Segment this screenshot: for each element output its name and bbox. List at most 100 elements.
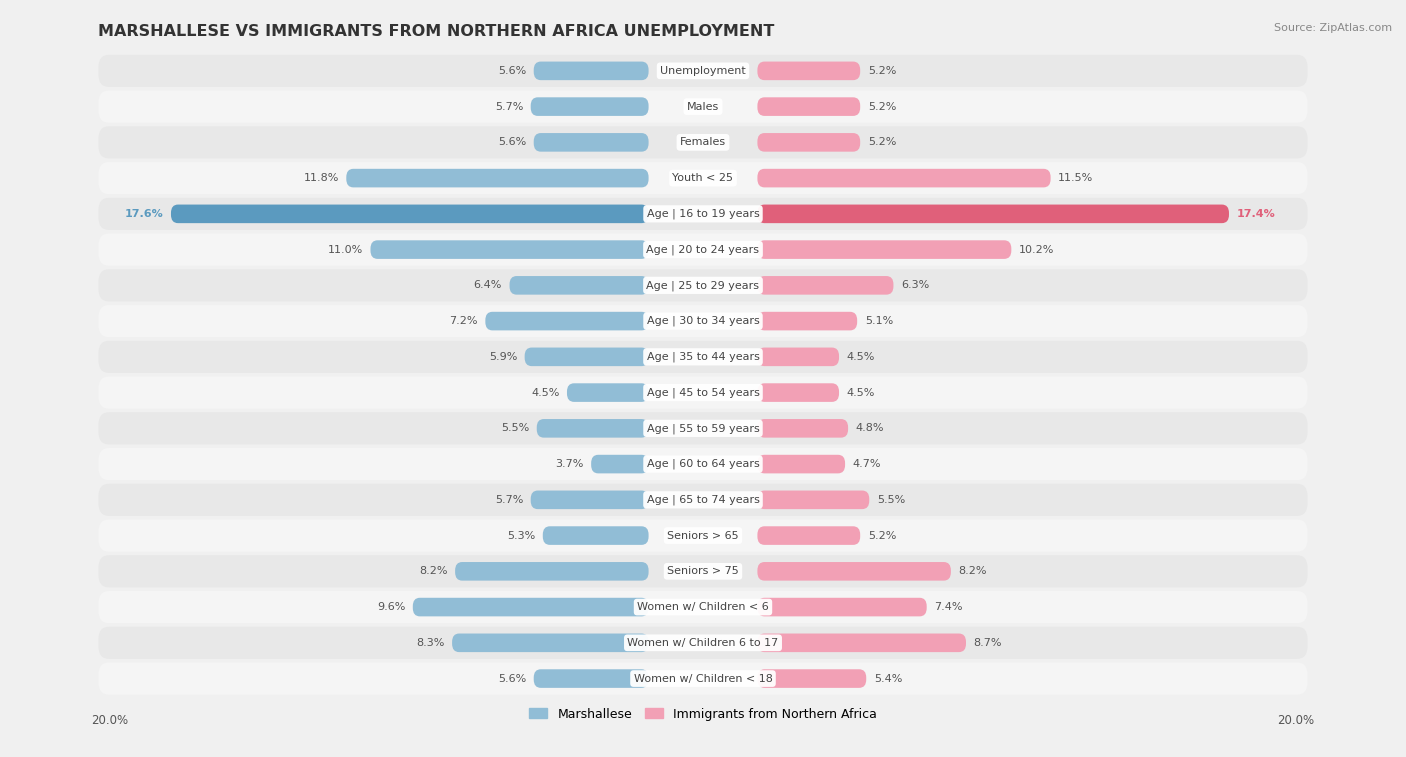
Text: 5.7%: 5.7% (495, 101, 523, 111)
Text: 5.3%: 5.3% (508, 531, 536, 540)
Text: Unemployment: Unemployment (661, 66, 745, 76)
FancyBboxPatch shape (98, 376, 1308, 409)
Text: 5.2%: 5.2% (868, 66, 896, 76)
Text: 8.2%: 8.2% (959, 566, 987, 576)
FancyBboxPatch shape (758, 169, 1050, 188)
Text: 4.5%: 4.5% (846, 388, 875, 397)
Text: 4.5%: 4.5% (846, 352, 875, 362)
Text: 20.0%: 20.0% (1278, 714, 1315, 727)
FancyBboxPatch shape (172, 204, 648, 223)
Text: MARSHALLESE VS IMMIGRANTS FROM NORTHERN AFRICA UNEMPLOYMENT: MARSHALLESE VS IMMIGRANTS FROM NORTHERN … (98, 24, 775, 39)
Text: Age | 20 to 24 years: Age | 20 to 24 years (647, 245, 759, 255)
Text: 5.2%: 5.2% (868, 531, 896, 540)
Text: Age | 60 to 64 years: Age | 60 to 64 years (647, 459, 759, 469)
Text: Age | 25 to 29 years: Age | 25 to 29 years (647, 280, 759, 291)
Text: Age | 55 to 59 years: Age | 55 to 59 years (647, 423, 759, 434)
Text: 5.2%: 5.2% (868, 101, 896, 111)
Legend: Marshallese, Immigrants from Northern Africa: Marshallese, Immigrants from Northern Af… (523, 702, 883, 725)
Text: Age | 45 to 54 years: Age | 45 to 54 years (647, 388, 759, 398)
FancyBboxPatch shape (98, 126, 1308, 158)
Text: 10.2%: 10.2% (1019, 245, 1054, 254)
Text: 5.7%: 5.7% (495, 495, 523, 505)
FancyBboxPatch shape (371, 240, 648, 259)
FancyBboxPatch shape (98, 591, 1308, 623)
Text: Youth < 25: Youth < 25 (672, 173, 734, 183)
Text: Age | 30 to 34 years: Age | 30 to 34 years (647, 316, 759, 326)
FancyBboxPatch shape (758, 204, 1229, 223)
Text: Source: ZipAtlas.com: Source: ZipAtlas.com (1274, 23, 1392, 33)
Text: 11.8%: 11.8% (304, 173, 339, 183)
Text: 11.5%: 11.5% (1059, 173, 1094, 183)
FancyBboxPatch shape (485, 312, 648, 330)
Text: 5.5%: 5.5% (501, 423, 529, 433)
FancyBboxPatch shape (758, 562, 950, 581)
FancyBboxPatch shape (98, 627, 1308, 659)
Text: 11.0%: 11.0% (328, 245, 363, 254)
FancyBboxPatch shape (524, 347, 648, 366)
FancyBboxPatch shape (98, 662, 1308, 695)
Text: 5.6%: 5.6% (498, 66, 526, 76)
Text: 5.9%: 5.9% (489, 352, 517, 362)
Text: Males: Males (688, 101, 718, 111)
FancyBboxPatch shape (534, 669, 648, 688)
FancyBboxPatch shape (456, 562, 648, 581)
FancyBboxPatch shape (98, 269, 1308, 301)
Text: 8.2%: 8.2% (419, 566, 447, 576)
Text: 7.2%: 7.2% (450, 316, 478, 326)
FancyBboxPatch shape (758, 598, 927, 616)
Text: Seniors > 65: Seniors > 65 (668, 531, 738, 540)
FancyBboxPatch shape (98, 448, 1308, 480)
Text: 3.7%: 3.7% (555, 459, 583, 469)
Text: Age | 16 to 19 years: Age | 16 to 19 years (647, 209, 759, 219)
Text: Women w/ Children 6 to 17: Women w/ Children 6 to 17 (627, 638, 779, 648)
Text: 6.4%: 6.4% (474, 280, 502, 291)
Text: 5.1%: 5.1% (865, 316, 893, 326)
FancyBboxPatch shape (98, 162, 1308, 195)
FancyBboxPatch shape (758, 98, 860, 116)
FancyBboxPatch shape (509, 276, 648, 294)
FancyBboxPatch shape (534, 61, 648, 80)
FancyBboxPatch shape (98, 341, 1308, 373)
FancyBboxPatch shape (98, 305, 1308, 337)
Text: Women w/ Children < 6: Women w/ Children < 6 (637, 602, 769, 612)
FancyBboxPatch shape (758, 133, 860, 151)
FancyBboxPatch shape (567, 383, 648, 402)
FancyBboxPatch shape (758, 383, 839, 402)
FancyBboxPatch shape (758, 491, 869, 509)
FancyBboxPatch shape (591, 455, 648, 473)
FancyBboxPatch shape (537, 419, 648, 438)
FancyBboxPatch shape (98, 519, 1308, 552)
FancyBboxPatch shape (758, 455, 845, 473)
Text: Seniors > 75: Seniors > 75 (666, 566, 740, 576)
FancyBboxPatch shape (534, 133, 648, 151)
FancyBboxPatch shape (98, 233, 1308, 266)
FancyBboxPatch shape (346, 169, 648, 188)
FancyBboxPatch shape (98, 55, 1308, 87)
FancyBboxPatch shape (530, 491, 648, 509)
Text: 4.5%: 4.5% (531, 388, 560, 397)
Text: Age | 65 to 74 years: Age | 65 to 74 years (647, 494, 759, 505)
Text: 17.6%: 17.6% (125, 209, 163, 219)
FancyBboxPatch shape (758, 312, 858, 330)
Text: 5.6%: 5.6% (498, 674, 526, 684)
FancyBboxPatch shape (758, 240, 1011, 259)
Text: 6.3%: 6.3% (901, 280, 929, 291)
Text: 5.2%: 5.2% (868, 137, 896, 148)
Text: 17.4%: 17.4% (1236, 209, 1275, 219)
Text: 20.0%: 20.0% (91, 714, 128, 727)
FancyBboxPatch shape (530, 98, 648, 116)
FancyBboxPatch shape (98, 484, 1308, 516)
Text: 9.6%: 9.6% (377, 602, 405, 612)
FancyBboxPatch shape (758, 526, 860, 545)
FancyBboxPatch shape (453, 634, 648, 652)
FancyBboxPatch shape (98, 413, 1308, 444)
FancyBboxPatch shape (543, 526, 648, 545)
Text: 4.7%: 4.7% (852, 459, 882, 469)
FancyBboxPatch shape (98, 91, 1308, 123)
FancyBboxPatch shape (758, 276, 893, 294)
Text: Age | 35 to 44 years: Age | 35 to 44 years (647, 351, 759, 362)
FancyBboxPatch shape (758, 61, 860, 80)
FancyBboxPatch shape (758, 669, 866, 688)
FancyBboxPatch shape (758, 634, 966, 652)
Text: 5.5%: 5.5% (877, 495, 905, 505)
